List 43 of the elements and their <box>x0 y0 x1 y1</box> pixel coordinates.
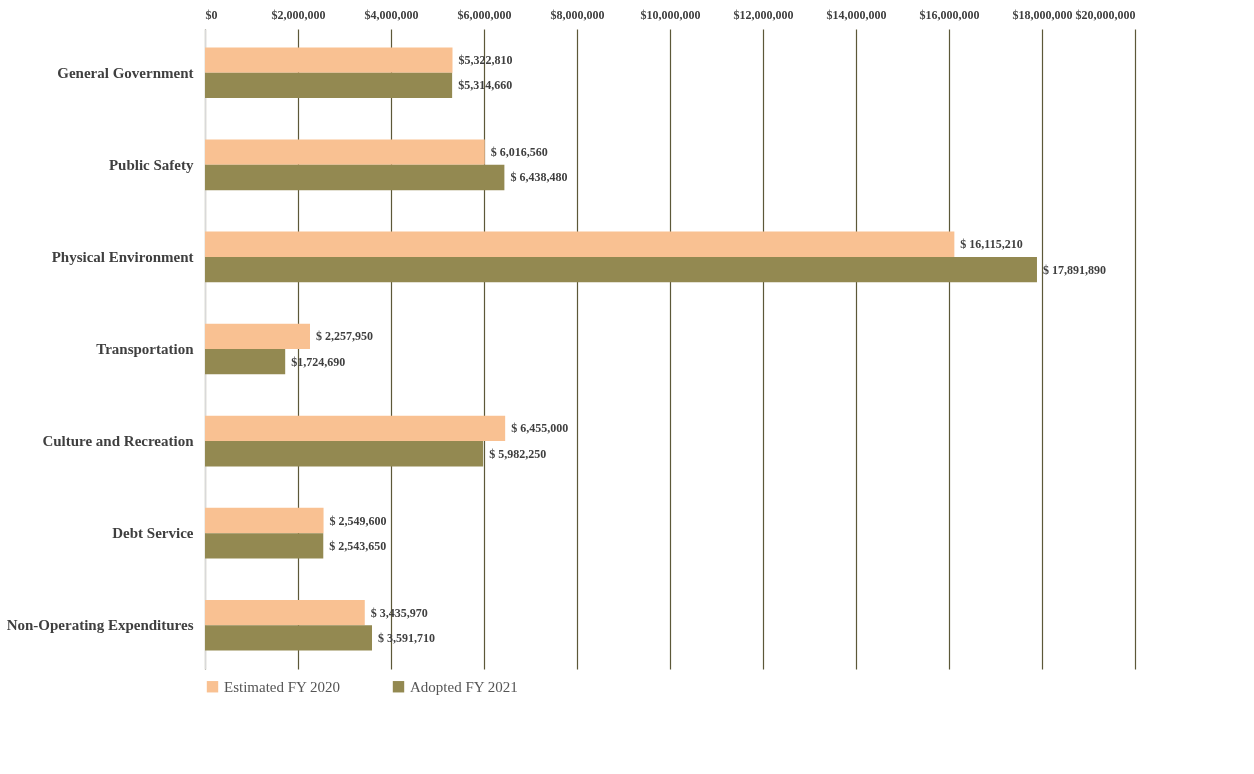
data-label: $ 6,455,000 <box>511 421 569 436</box>
legend-label: Adopted FY 2021 <box>410 678 518 695</box>
bar <box>205 599 365 626</box>
bar <box>205 139 485 165</box>
x-tick-label: $6,000,000 <box>457 7 512 22</box>
data-label: $ 2,549,600 <box>329 513 387 528</box>
y-tick-label: Transportation <box>96 341 195 357</box>
bar <box>205 47 453 73</box>
x-tick-label: $10,000,000 <box>640 7 701 22</box>
x-tick-label: $16,000,000 <box>919 7 980 22</box>
x-tick-label: $20,000,000 <box>1075 7 1136 22</box>
x-tick-label: $14,000,000 <box>826 7 887 22</box>
bar <box>205 72 453 99</box>
legend-label: Estimated FY 2020 <box>224 678 341 695</box>
bar <box>205 507 324 534</box>
bar <box>205 441 484 467</box>
x-tick-label: $8,000,000 <box>550 7 605 22</box>
data-label: $ 6,016,560 <box>490 145 548 160</box>
data-label: $ 6,438,480 <box>510 170 568 185</box>
x-tick-label: $0 <box>205 7 218 22</box>
x-tick-label: $18,000,000 <box>1012 7 1073 22</box>
y-tick-label: General Government <box>57 64 194 81</box>
y-tick-label: Debt Service <box>112 525 194 542</box>
bar <box>205 323 310 349</box>
bar <box>205 231 955 257</box>
data-label: $ 2,543,650 <box>329 538 387 553</box>
data-label: $ 17,891,890 <box>1042 262 1106 277</box>
x-tick-label: $4,000,000 <box>364 7 419 22</box>
bar <box>205 256 1037 283</box>
data-label: $ 2,257,950 <box>315 329 373 344</box>
bar <box>205 625 373 651</box>
x-tick-label: $2,000,000 <box>271 7 326 22</box>
y-tick-label: Non-Operating Expenditures <box>6 617 194 634</box>
y-tick-label: Physical Environment <box>51 248 194 265</box>
bar <box>205 164 505 191</box>
data-label: $ 16,115,210 <box>960 237 1023 252</box>
bar <box>205 349 286 375</box>
y-tick-label: Public Safety <box>108 156 194 173</box>
x-tick-label: $12,000,000 <box>733 7 794 22</box>
bar <box>205 415 506 442</box>
data-label: $ 5,982,250 <box>489 446 547 461</box>
bar <box>205 533 324 559</box>
y-tick-label: Culture and Recreation <box>42 433 195 450</box>
